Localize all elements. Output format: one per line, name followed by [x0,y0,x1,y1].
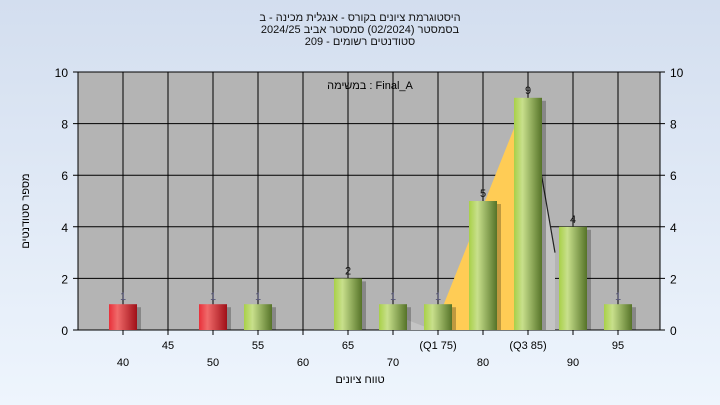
bar-value-label: 2 [345,265,351,277]
x-tick-label: 80 [477,357,489,369]
x-tick-label: (Q1 75) [419,340,456,352]
bar-value-label: 1 [615,291,621,303]
y-tick-label-right: 2 [670,272,677,286]
bar-55 [244,304,272,330]
bar-value-label: 9 [525,85,531,97]
chart-title-line-2: בסמסטר (02/2024) סמסטר אביב 2024/25 [260,24,460,36]
x-tick-label: 45 [162,340,174,352]
bar-70 [379,304,407,330]
bar-40 [109,304,137,330]
bar-65 [334,278,362,330]
x-tick-label: 95 [612,340,624,352]
bar-value-label: 1 [120,291,126,303]
x-tick-label: 70 [387,357,399,369]
y-axis-label: מספר סטודנטים [20,173,32,249]
y-tick-label-right: 0 [670,324,677,338]
y-tick-label-left: 6 [61,169,68,183]
y-tick-label-left: 10 [55,66,69,80]
x-tick-label: 55 [252,340,264,352]
x-axis-label: טווח ציונים [335,374,385,386]
bar-50 [199,304,227,330]
chart-subtitle: במשימה : Final_A [327,80,413,92]
bar-75 [424,304,452,330]
x-tick-label: 90 [567,357,579,369]
bar-value-label: 4 [570,214,576,226]
y-tick-label-left: 0 [61,324,68,338]
bar-value-label: 1 [390,291,396,303]
x-tick-label: 40 [117,357,129,369]
bar-90 [559,226,587,330]
y-tick-label-left: 2 [61,272,68,286]
y-tick-label-right: 6 [670,169,677,183]
x-tick-label: (Q3 85) [509,340,546,352]
bar-85 [514,97,542,330]
y-tick-label-left: 4 [61,221,68,235]
x-tick-label: 60 [297,357,309,369]
bar-value-label: 1 [210,291,216,303]
x-tick-label: 65 [342,340,354,352]
y-tick-label-left: 8 [61,118,68,132]
y-tick-label-right: 8 [670,118,677,132]
bar-value-label: 5 [480,188,486,200]
y-tick-label-right: 4 [670,221,677,235]
bar-value-label: 1 [435,291,441,303]
y-tick-label-right: 10 [670,66,684,80]
bar-80 [469,201,497,330]
x-tick-label: 50 [207,357,219,369]
chart-title-line-3: סטודנטים רשומים - 209 [304,36,416,48]
bar-value-label: 1 [255,291,261,303]
chart-title-line-1: היסטוגרמת ציונים בקורס - אנגלית מכינה - … [259,12,461,24]
bar-95 [604,304,632,330]
